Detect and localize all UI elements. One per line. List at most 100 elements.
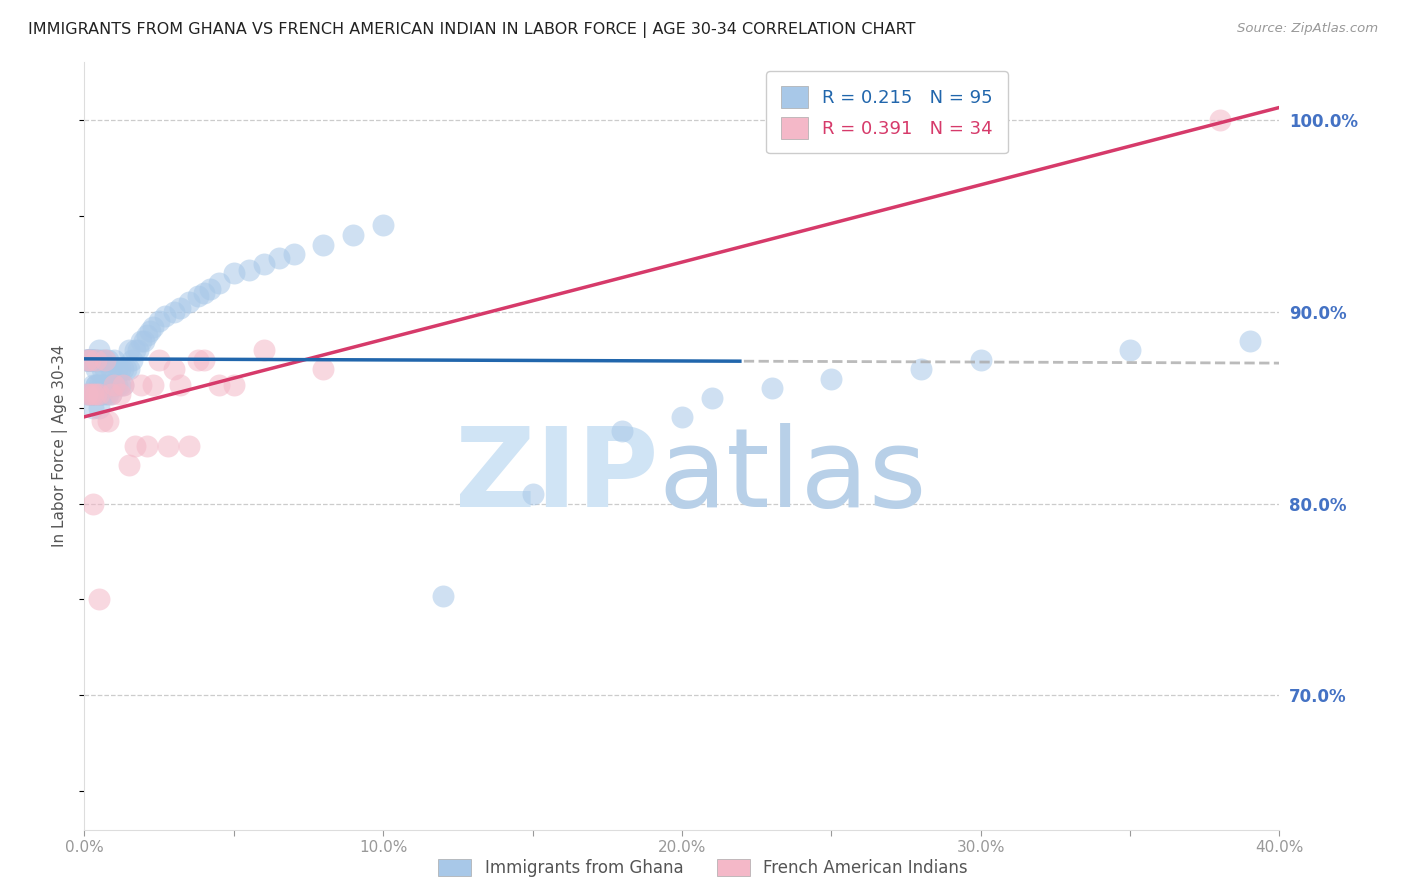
Point [112, 377, 135, 392]
Point [82, 352, 104, 367]
Point [76, 352, 98, 367]
Point [820, 372, 842, 386]
Point [79, 352, 101, 367]
Point [94, 352, 117, 367]
Point [105, 362, 128, 376]
Point [198, 282, 221, 296]
Point [100, 377, 122, 392]
Point [112, 377, 135, 392]
Point [100, 362, 122, 376]
Point [142, 377, 165, 392]
Point [373, 219, 395, 233]
Point [103, 377, 125, 392]
Point [153, 309, 176, 323]
Point [82, 387, 104, 401]
Point [700, 391, 723, 405]
Point [187, 289, 209, 303]
Point [89, 592, 111, 607]
Point [86, 377, 108, 392]
Point [86, 377, 108, 392]
Point [76, 387, 98, 401]
Point [94, 387, 117, 401]
Point [163, 362, 186, 376]
Point [208, 377, 231, 392]
Point [91, 387, 114, 401]
Point [97, 414, 120, 428]
Point [86, 362, 108, 376]
Point [136, 327, 159, 342]
Point [79, 387, 101, 401]
Point [79, 352, 101, 367]
Point [89, 387, 111, 401]
Point [97, 377, 120, 392]
Point [1209, 112, 1232, 127]
Y-axis label: In Labor Force | Age 30-34: In Labor Force | Age 30-34 [52, 344, 69, 548]
Point [82, 387, 104, 401]
Point [910, 362, 932, 376]
Point [187, 352, 209, 367]
Point [139, 324, 162, 338]
Point [89, 352, 111, 367]
Point [91, 377, 114, 392]
Point [312, 237, 335, 252]
Point [208, 276, 231, 290]
Point [86, 352, 108, 367]
Point [671, 410, 693, 425]
Point [79, 352, 101, 367]
Point [142, 320, 165, 334]
Point [118, 362, 141, 376]
Legend: Immigrants from Ghana, French American Indians: Immigrants from Ghana, French American I… [432, 852, 974, 884]
Point [267, 251, 290, 265]
Point [761, 381, 783, 395]
Point [82, 352, 104, 367]
Point [110, 387, 132, 401]
Point [91, 414, 114, 428]
Point [76, 352, 98, 367]
Point [105, 377, 128, 392]
Point [79, 352, 101, 367]
Point [103, 377, 125, 392]
Point [612, 424, 634, 438]
Point [94, 362, 117, 376]
Point [79, 387, 101, 401]
Point [82, 387, 104, 401]
Point [86, 387, 108, 401]
Point [148, 352, 170, 367]
Point [82, 377, 104, 392]
Point [100, 387, 122, 401]
Point [110, 377, 132, 392]
Point [124, 439, 146, 453]
Point [110, 362, 132, 376]
Point [157, 439, 180, 453]
Point [94, 377, 117, 392]
Point [79, 352, 101, 367]
Point [89, 387, 111, 401]
Point [124, 343, 146, 357]
Point [86, 352, 108, 367]
Point [76, 352, 98, 367]
Legend: R = 0.215   N = 95, R = 0.391   N = 34: R = 0.215 N = 95, R = 0.391 N = 34 [766, 71, 1008, 153]
Text: atlas: atlas [658, 423, 927, 530]
Point [1239, 334, 1261, 348]
Point [89, 401, 111, 415]
Text: IMMIGRANTS FROM GHANA VS FRENCH AMERICAN INDIAN IN LABOR FORCE | AGE 30-34 CORRE: IMMIGRANTS FROM GHANA VS FRENCH AMERICAN… [28, 22, 915, 38]
Point [177, 439, 200, 453]
Point [91, 352, 114, 367]
Point [79, 352, 101, 367]
Point [82, 352, 104, 367]
Point [342, 228, 364, 243]
Point [94, 352, 117, 367]
Point [76, 352, 98, 367]
Point [222, 266, 245, 280]
Point [970, 352, 993, 367]
Point [82, 496, 104, 510]
Point [253, 343, 276, 357]
Point [89, 343, 111, 357]
Point [1119, 343, 1142, 357]
Point [127, 343, 149, 357]
Point [283, 247, 305, 261]
Point [82, 401, 104, 415]
Point [312, 362, 335, 376]
Point [115, 362, 138, 376]
Point [86, 387, 108, 401]
